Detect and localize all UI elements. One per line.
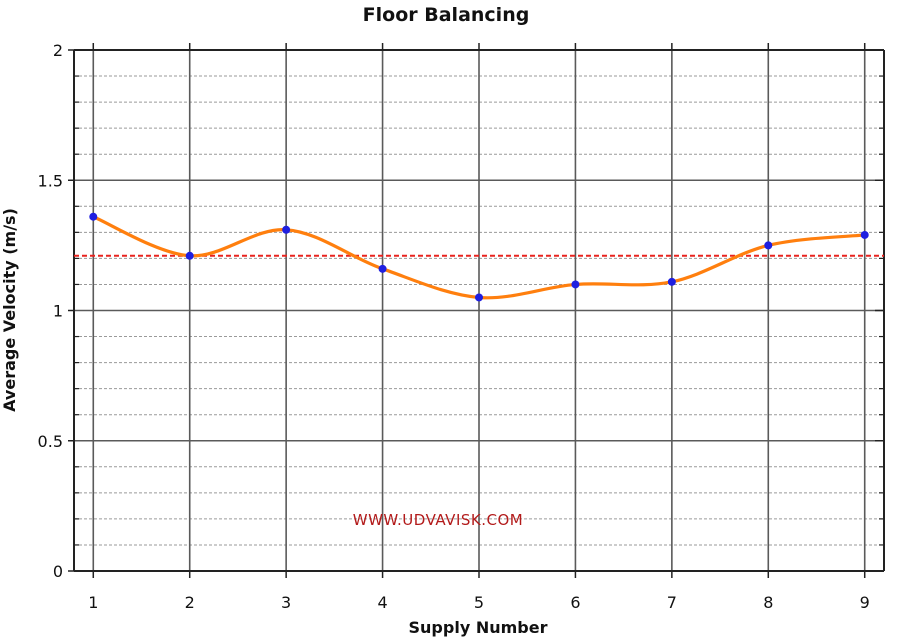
y-tick-label: 2 bbox=[53, 41, 63, 60]
x-tick-label: 8 bbox=[763, 593, 773, 612]
series-group bbox=[91, 215, 867, 300]
x-tick-label: 5 bbox=[474, 593, 484, 612]
y-tick-label: 1 bbox=[53, 302, 63, 321]
x-tick-label: 9 bbox=[860, 593, 870, 612]
data-point bbox=[860, 230, 869, 239]
data-points bbox=[89, 212, 869, 302]
data-point bbox=[282, 225, 291, 234]
x-tick-label: 6 bbox=[570, 593, 580, 612]
data-point bbox=[185, 251, 194, 260]
data-point bbox=[475, 293, 483, 302]
data-point bbox=[378, 264, 387, 273]
x-tick-label: 7 bbox=[667, 593, 677, 612]
y-tick-label: 1.5 bbox=[38, 171, 63, 190]
y-axis-ticks: 0 0.5 1 1.5 2 bbox=[38, 41, 884, 581]
series-line bbox=[91, 215, 867, 300]
watermark-text: WWW.UDVAVISK.COM bbox=[353, 511, 523, 529]
data-point bbox=[571, 280, 580, 289]
x-tick-label: 4 bbox=[377, 593, 387, 612]
y-tick-label: 0 bbox=[53, 562, 63, 581]
x-axis-label: Supply Number bbox=[409, 618, 548, 637]
x-tick-label: 2 bbox=[185, 593, 195, 612]
x-axis-ticks: 1 2 3 4 5 6 7 8 9 bbox=[88, 43, 870, 612]
data-point bbox=[89, 212, 98, 221]
x-tick-label: 1 bbox=[88, 593, 98, 612]
y-axis-label: Average Velocity (m/s) bbox=[0, 208, 19, 412]
y-tick-label: 0.5 bbox=[38, 432, 63, 451]
data-point bbox=[667, 277, 676, 286]
chart-title: Floor Balancing bbox=[363, 4, 530, 26]
x-tick-label: 3 bbox=[281, 593, 291, 612]
data-point bbox=[764, 241, 773, 250]
